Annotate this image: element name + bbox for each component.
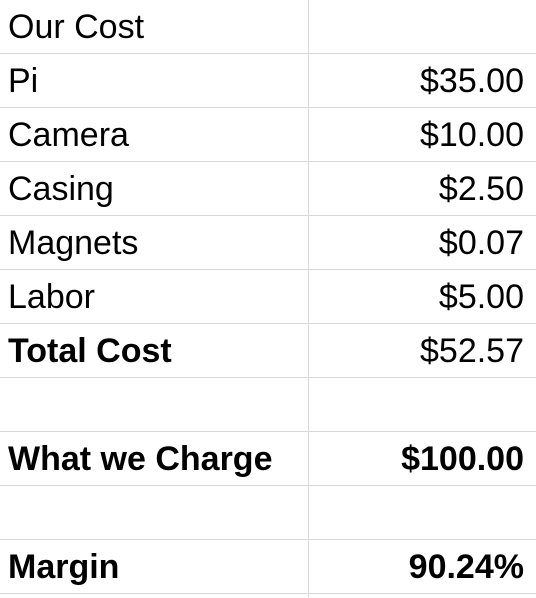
cell-charge-value[interactable]: $100.00 <box>309 432 536 486</box>
cell-pi-value[interactable]: $35.00 <box>309 54 536 108</box>
cell-magnets-label[interactable]: Magnets <box>0 216 309 270</box>
cell-empty-label-2[interactable] <box>0 486 309 540</box>
cell-casing-value[interactable]: $2.50 <box>309 162 536 216</box>
cell-magnets-value[interactable]: $0.07 <box>309 216 536 270</box>
cell-empty-value[interactable] <box>309 378 536 432</box>
cell-camera-value[interactable]: $10.00 <box>309 108 536 162</box>
cell-camera-label[interactable]: Camera <box>0 108 309 162</box>
cell-header-label[interactable]: Our Cost <box>0 0 309 54</box>
cell-total-cost-value[interactable]: $52.57 <box>309 324 536 378</box>
cell-casing-label[interactable]: Casing <box>0 162 309 216</box>
cell-charge-label[interactable]: What we Charge <box>0 432 309 486</box>
cell-margin-label[interactable]: Margin <box>0 540 309 594</box>
cell-header-value[interactable] <box>309 0 536 54</box>
cell-next-row-value[interactable] <box>309 594 536 598</box>
cell-pi-label[interactable]: Pi <box>0 54 309 108</box>
cell-empty-label[interactable] <box>0 378 309 432</box>
cell-total-cost-label[interactable]: Total Cost <box>0 324 309 378</box>
cell-empty-value-2[interactable] <box>309 486 536 540</box>
cell-labor-value[interactable]: $5.00 <box>309 270 536 324</box>
cell-labor-label[interactable]: Labor <box>0 270 309 324</box>
cell-next-row-label[interactable] <box>0 594 309 598</box>
cell-margin-value[interactable]: 90.24% <box>309 540 536 594</box>
